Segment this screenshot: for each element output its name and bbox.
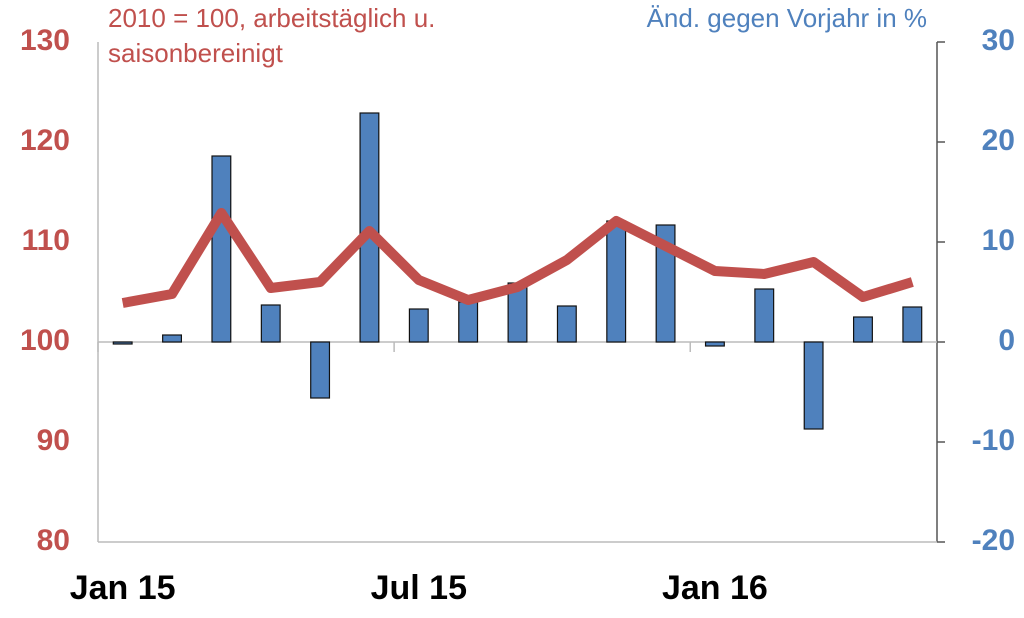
y-tick-label: 90 bbox=[37, 424, 70, 457]
bar bbox=[803, 341, 824, 430]
y2-tick-label: -20 bbox=[972, 524, 1015, 557]
bar bbox=[260, 304, 281, 343]
x-tick-label: Jul 15 bbox=[371, 569, 467, 607]
bar bbox=[704, 341, 725, 347]
y2-tick-label: 20 bbox=[982, 124, 1015, 157]
y2-tick-label: 0 bbox=[998, 324, 1015, 357]
bar bbox=[556, 305, 577, 343]
y-tick-label: 110 bbox=[22, 224, 70, 257]
x-tick-label: Jan 15 bbox=[70, 569, 176, 607]
bar bbox=[754, 288, 775, 343]
y2-axis-title: Änd. gegen Vorjahr in % bbox=[647, 3, 927, 33]
y2-tick-label: -10 bbox=[972, 424, 1015, 457]
y-tick-label: 100 bbox=[20, 324, 70, 357]
bar bbox=[211, 155, 232, 343]
bar bbox=[852, 316, 873, 343]
y-axis-title: 2010 = 100, arbeitstäglich u. bbox=[108, 3, 435, 33]
bar bbox=[902, 306, 923, 343]
bar bbox=[310, 341, 331, 399]
bar bbox=[655, 224, 676, 343]
y2-tick-label: 10 bbox=[982, 224, 1015, 257]
y2-tick-label: 30 bbox=[982, 24, 1015, 57]
bar bbox=[606, 220, 627, 343]
x-tick-label: Jan 16 bbox=[662, 569, 768, 607]
y-tick-label: 80 bbox=[37, 524, 70, 557]
line bbox=[121, 208, 914, 308]
y-tick-label: 130 bbox=[20, 24, 70, 57]
bar bbox=[408, 308, 429, 343]
bar bbox=[458, 301, 479, 343]
y-axis-title: saisonbereinigt bbox=[108, 38, 284, 68]
bar bbox=[112, 341, 133, 345]
y-tick-label: 120 bbox=[20, 124, 70, 157]
bar bbox=[162, 334, 183, 343]
